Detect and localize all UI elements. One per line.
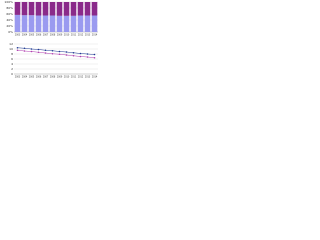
bar-segment: [70, 2, 77, 16]
bar-segment: [56, 15, 63, 33]
y-tick-label: 2: [11, 67, 13, 71]
point: [58, 53, 61, 56]
bar-segment: [70, 15, 77, 33]
point: [44, 52, 47, 54]
point: [65, 51, 68, 53]
bar-segment: [63, 15, 70, 33]
point: [37, 48, 40, 51]
bar-segment: [77, 2, 84, 16]
y-tick-label: 80%: [6, 6, 13, 10]
x-tick-label: 2005: [29, 34, 35, 37]
point: [86, 53, 89, 55]
bar-segment: [91, 2, 98, 16]
x-tick-label: 2003: [15, 76, 21, 79]
point: [93, 56, 96, 59]
point: [86, 56, 89, 58]
x-tick-label: 2008: [50, 76, 56, 79]
point: [23, 47, 26, 50]
bar-segment: [28, 15, 35, 32]
x-tick-label: 2012: [78, 34, 84, 37]
x-tick-label: 2011: [71, 76, 77, 79]
x-tick-label: 2011: [71, 34, 77, 37]
bar-segment: [21, 2, 28, 16]
chart: 0%20%40%60%80%100%2003 2004 2005 2006 2007 20…: [4, 0, 98, 79]
point: [65, 54, 68, 56]
x-tick-label: 2010: [64, 34, 70, 37]
x-tick-label: 2006: [36, 76, 42, 79]
bar-segment: [84, 2, 91, 16]
x-tick-label: 2004: [22, 76, 28, 79]
point: [58, 50, 61, 53]
point: [16, 46, 19, 49]
point: [51, 49, 54, 52]
bar-segment: [49, 2, 56, 16]
x-tick-label: 2013: [85, 76, 91, 79]
point: [51, 52, 54, 55]
bar-segment: [14, 2, 21, 15]
y-tick-label: 20%: [6, 24, 13, 28]
y-tick-label: 10: [9, 47, 13, 51]
y-tick-label: 60%: [6, 12, 13, 16]
bar-segment: [35, 15, 42, 32]
x-tick-label: 2010: [64, 76, 70, 79]
x-tick-label: 2014: [92, 34, 98, 37]
y-tick-label: 100%: [4, 0, 13, 4]
point: [79, 55, 82, 58]
bar-segment: [21, 15, 28, 32]
x-tick-label: 2008: [50, 34, 56, 37]
point: [93, 53, 96, 56]
bar-segment: [84, 15, 91, 32]
bar-segment: [42, 15, 49, 32]
y-tick-label: 8: [11, 52, 13, 56]
y-tick-label: 4: [11, 62, 13, 66]
x-tick-label: 2013: [85, 34, 91, 37]
bar-segment: [49, 15, 56, 32]
point: [23, 50, 26, 52]
x-tick-label: 2006: [36, 34, 42, 37]
x-tick-label: 2003: [15, 34, 21, 37]
point: [30, 48, 33, 50]
bar-segment: [35, 2, 42, 16]
point: [16, 49, 19, 52]
point: [37, 51, 40, 54]
x-tick-label: 2004: [22, 34, 28, 37]
bar-segment: [28, 2, 35, 16]
point: [44, 49, 47, 52]
x-tick-label: 2014: [92, 76, 98, 79]
line: [17, 47, 95, 55]
point: [30, 50, 33, 53]
bar-segment: [63, 2, 70, 16]
bar-segment: [56, 2, 63, 16]
x-tick-label: 2012: [78, 76, 84, 79]
point: [72, 51, 75, 54]
bar-segment: [77, 15, 84, 32]
bar-segment: [91, 15, 98, 32]
x-tick-label: 2009: [57, 76, 63, 79]
x-tick-label: 2009: [57, 34, 63, 37]
y-tick-label: 0%: [8, 30, 13, 34]
y-tick-label: 12: [9, 42, 13, 46]
x-tick-label: 2007: [43, 34, 49, 37]
point: [72, 54, 75, 57]
point: [79, 52, 82, 55]
line: [17, 49, 95, 59]
x-tick-label: 2005: [29, 76, 35, 79]
bar-segment: [42, 2, 49, 16]
bar-segment: [14, 14, 21, 32]
y-tick-label: 6: [11, 57, 13, 61]
x-tick-label: 2007: [43, 76, 49, 79]
y-tick-label: 40%: [6, 18, 13, 22]
y-tick-label: 0: [11, 72, 13, 76]
